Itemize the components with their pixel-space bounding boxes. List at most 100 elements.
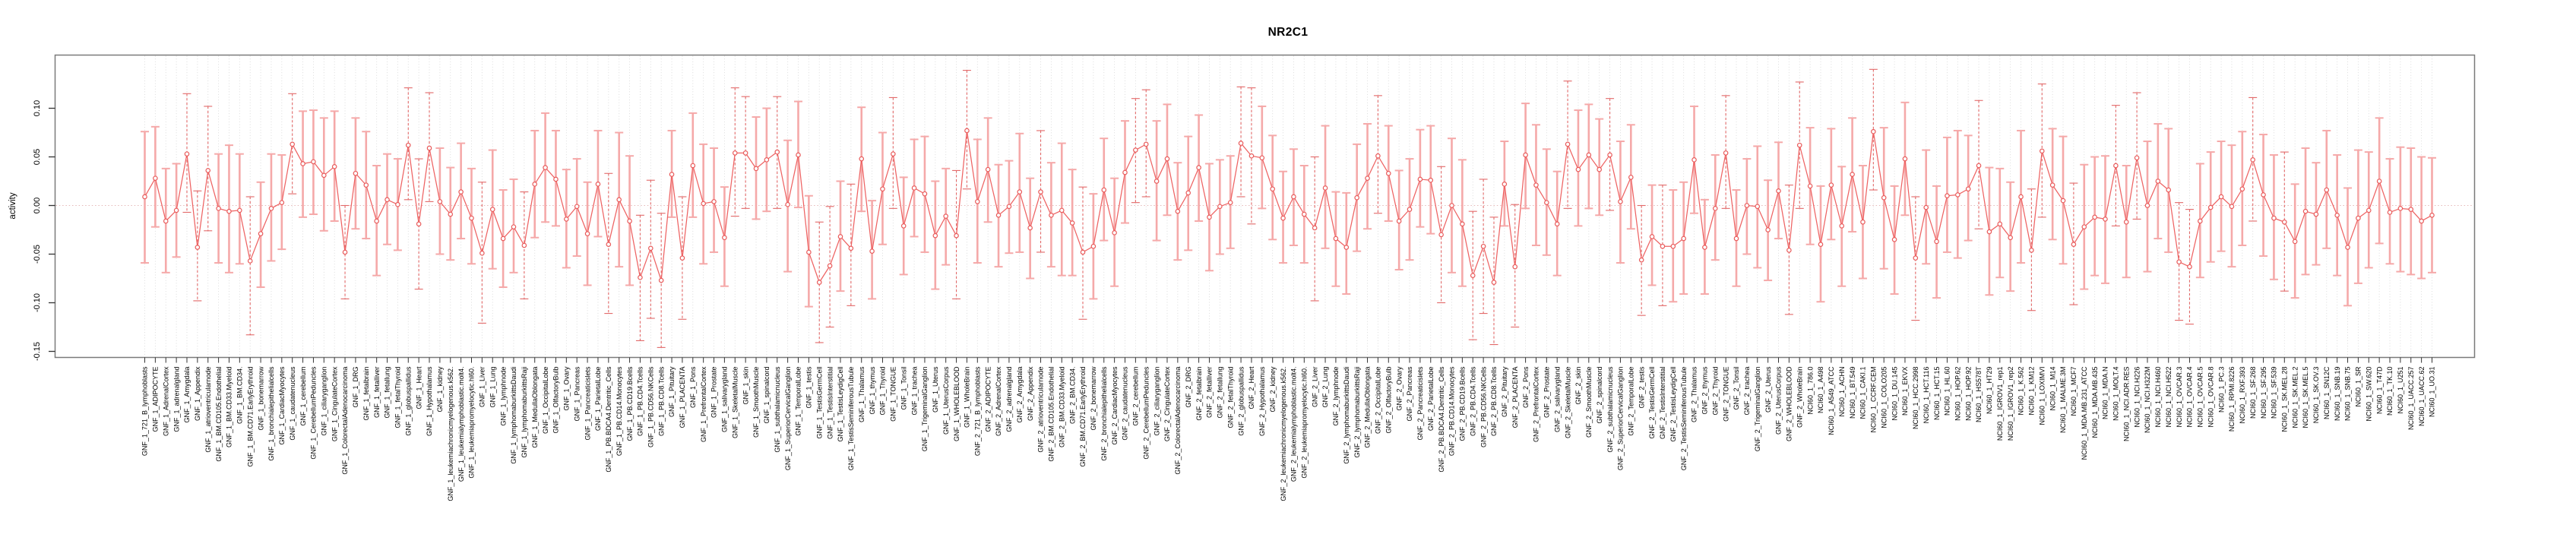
x-category-label: GNF_1_OccipitalLobe [542, 367, 549, 435]
data-point-marker [584, 231, 590, 236]
data-point-marker [1217, 204, 1223, 210]
data-point-marker [564, 217, 569, 222]
data-point-marker [848, 245, 854, 251]
x-category-label: NCI60_1_EKVX [1901, 367, 1909, 416]
data-point-marker [237, 207, 242, 213]
x-category-label: GNF_2_caudatenucleus [1122, 366, 1129, 441]
x-category-label: GNF_1_adrenalgland [172, 367, 180, 432]
x-category-label: NCI60_1_NCI.H522 [2165, 367, 2173, 428]
data-point-marker [922, 191, 928, 197]
data-point-marker [1660, 243, 1666, 249]
x-category-label: GNF_1_ParietalLobe [594, 367, 602, 432]
y-tick-label: -0.10 [33, 293, 42, 312]
x-category-label: GNF_2_Liver [1311, 367, 1318, 408]
x-category-label: GNF_2_ColorectalAdenocarcinoma [1174, 367, 1182, 475]
x-category-label: GNF_2_Pancreas [1406, 366, 1413, 422]
x-category-label: GNF_1_Pons [689, 366, 697, 408]
data-point-marker [1375, 153, 1381, 159]
x-category-label: GNF_1_Appendix [194, 366, 201, 421]
data-point-marker [2271, 215, 2277, 221]
data-point-marker [627, 218, 632, 224]
data-point-marker [1112, 230, 1117, 236]
x-category-label: GNF_2_Ovary [1395, 366, 1403, 411]
data-point-marker [2302, 208, 2309, 214]
data-point-marker [311, 159, 316, 165]
data-point-marker [1196, 165, 1201, 170]
data-point-marker [690, 163, 696, 169]
data-point-marker [2282, 219, 2287, 225]
data-point-marker [163, 218, 169, 224]
x-category-label: GNF_2_fetalliver [1206, 367, 1214, 419]
data-point-marker [1333, 236, 1339, 242]
data-point-marker [2029, 248, 2034, 253]
data-point-marker [2103, 217, 2108, 222]
x-category-label: NCI60_1_HOP.92 [1964, 367, 1972, 421]
x-category-label: GNF_1_SmoothMuscle [752, 366, 760, 438]
data-point-marker [943, 213, 948, 219]
data-point-marker [1828, 182, 1834, 188]
x-category-label: GNF_2_OccipitalLobe [1375, 367, 1382, 435]
x-category-label: NCI60_1_NCI.ADR.RES [2122, 367, 2130, 442]
x-category-label: GNF_1_Liver [479, 367, 486, 408]
data-point-marker [363, 182, 369, 188]
x-category-label: GNF_2_TestisLeydigCell [1669, 367, 1677, 442]
x-category-label: GNF_1_Thyroid [879, 367, 887, 416]
data-point-marker [2345, 245, 2350, 250]
x-category-label: GNF_2_OlfactoryBulb [1385, 367, 1392, 434]
x-category-label: NCI60_1_PC.3 [2217, 367, 2225, 413]
data-point-marker [184, 151, 190, 157]
data-point-marker [1175, 208, 1181, 214]
x-category-label: GNF_2_TestisInterstitial [1659, 367, 1666, 440]
data-point-marker [954, 232, 959, 239]
data-point-marker [595, 182, 601, 187]
data-point-marker [268, 206, 274, 211]
data-point-marker [2229, 204, 2235, 210]
data-point-marker [426, 145, 432, 151]
data-point-marker [1365, 175, 1370, 181]
x-category-label: GNF_2_SuperiorCervicalGanglion [1617, 367, 1625, 471]
data-point-marker [1280, 215, 1286, 221]
data-point-marker [732, 150, 738, 156]
x-category-label: NCI60_1_786.0 [1806, 367, 1814, 415]
x-category-label: GNF_1_Tonsil [900, 367, 907, 410]
data-point-marker [511, 224, 517, 229]
data-point-marker [985, 166, 991, 172]
data-point-marker [638, 274, 643, 280]
chart-title: NR2C1 [1267, 26, 1309, 39]
x-category-label: NCI60_1_SNB.75 [2344, 367, 2352, 422]
x-category-label: NCI60_1_MCF7 [2070, 367, 2078, 416]
x-category-label: GNF_2_bronchialepithelialcells [1100, 366, 1108, 461]
x-category-label: GNF_1_CerebellumPeduncles [310, 366, 318, 460]
x-category-label: NCI60_1_KM12 [2028, 367, 2036, 416]
data-point-marker [300, 161, 305, 166]
x-category-label: GNF_2_PB.CD14.Monocytes [1448, 366, 1456, 456]
data-point-marker [1565, 141, 1571, 147]
x-category-label: GNF_1_testis [805, 366, 813, 409]
x-category-label: GNF_1_thymus [869, 366, 876, 415]
x-category-label: NCI60_1_NCI.H460 [2154, 367, 2162, 428]
data-point-marker [1839, 223, 1845, 229]
x-category-label: GNF_2_PB.BDCA4.Dentritic_Cells [1438, 366, 1445, 473]
x-category-label: GNF_2_fetalThyroid [1226, 367, 1234, 428]
data-point-marker [1512, 264, 1518, 270]
data-point-marker [711, 199, 717, 204]
data-point-marker [216, 206, 221, 211]
x-category-label: GNF_2_TestisGermCell [1648, 367, 1656, 439]
data-point-marker [2387, 210, 2393, 215]
data-point-marker [2123, 219, 2129, 225]
x-category-label: NCI60_1_SNB.19 [2334, 367, 2341, 422]
x-category-label: GNF_1_Prostate [710, 367, 718, 419]
x-category-label: NCI60_1_RPMI.8226 [2228, 367, 2236, 432]
x-category-label: NCI60_1_RXF.393 [2239, 367, 2246, 424]
x-category-label: GNF_1_salivarygland [721, 367, 729, 433]
data-point-marker [1069, 220, 1075, 226]
data-point-marker [1850, 172, 1855, 177]
x-category-label: GNF_2_PB.CD8.Tcells [1490, 366, 1498, 436]
x-category-label: GNF_1_fetalbrain [362, 367, 370, 421]
y-tick-label: 0.10 [33, 100, 42, 116]
x-category-label: NCI60_1_HCT.15 [1933, 367, 1941, 421]
data-point-marker [2071, 242, 2077, 248]
data-point-marker [489, 207, 495, 212]
data-point-marker [1681, 236, 1686, 242]
data-point-marker [1417, 176, 1423, 182]
